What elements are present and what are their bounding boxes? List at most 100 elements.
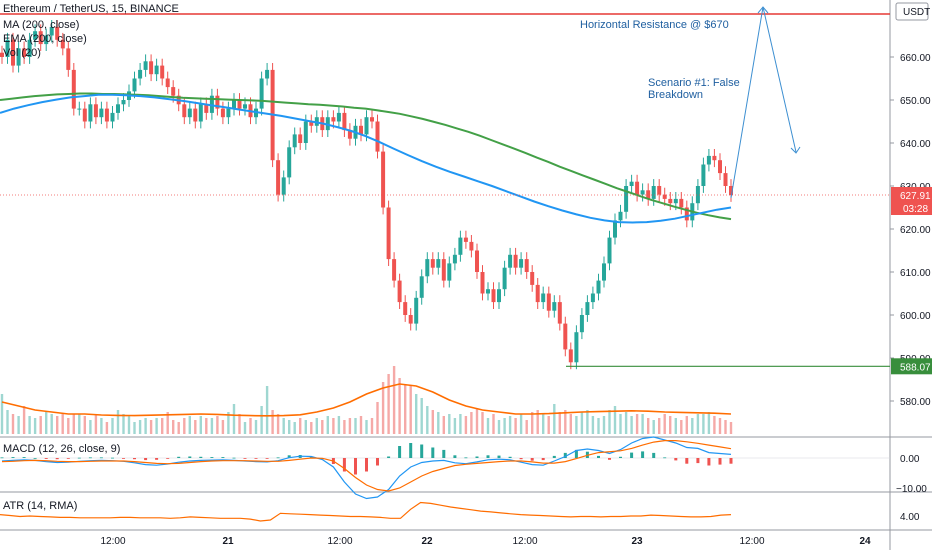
price-tick-label: 600.00 bbox=[900, 311, 931, 322]
macd-histogram-bar bbox=[354, 458, 357, 475]
candle-body bbox=[508, 254, 513, 268]
volume-bar bbox=[663, 414, 666, 434]
macd-histogram-bar bbox=[11, 457, 15, 458]
macd-histogram-bar bbox=[309, 456, 313, 458]
candle-body bbox=[497, 289, 501, 303]
volume-bar bbox=[453, 418, 457, 434]
volume-bar bbox=[724, 420, 727, 434]
candle-body bbox=[347, 130, 352, 139]
volume-bar bbox=[155, 418, 158, 434]
candle-body bbox=[679, 198, 684, 208]
volume-bar bbox=[392, 366, 396, 434]
candle-body bbox=[116, 104, 120, 113]
candle-body bbox=[303, 121, 308, 143]
macd-histogram-bar bbox=[398, 446, 402, 458]
macd-histogram-bar bbox=[376, 458, 379, 466]
scenario-annotation[interactable]: Breakdown bbox=[648, 89, 703, 101]
ma-legend[interactable]: MA (200, close) bbox=[3, 19, 80, 31]
macd-histogram-bar bbox=[111, 457, 114, 459]
price-tick-label: 660.00 bbox=[900, 53, 931, 64]
candle-body bbox=[359, 125, 363, 135]
candle-body bbox=[452, 254, 457, 264]
volume-bar bbox=[188, 416, 191, 434]
candle-body bbox=[71, 69, 76, 109]
macd-histogram-bar bbox=[55, 458, 59, 460]
volume-bar bbox=[33, 418, 37, 434]
candle-body bbox=[49, 26, 54, 36]
candle-body bbox=[403, 302, 408, 315]
projection-path[interactable] bbox=[730, 6, 797, 199]
volume-bar bbox=[442, 416, 445, 434]
volume-bar bbox=[238, 414, 241, 434]
candle-body bbox=[684, 207, 689, 221]
volume-bar bbox=[624, 412, 628, 434]
volume-bar bbox=[404, 384, 407, 434]
vol-legend[interactable]: Vol (20) bbox=[3, 47, 41, 59]
volume-bar bbox=[22, 406, 26, 434]
macd-legend[interactable]: MACD (12, 26, close, 9) bbox=[3, 443, 121, 455]
atr-legend[interactable]: ATR (14, RMA) bbox=[3, 500, 78, 512]
volume-bar bbox=[680, 420, 683, 434]
volume-bar bbox=[28, 416, 31, 434]
candle-body bbox=[596, 280, 601, 294]
candle-body bbox=[480, 272, 485, 294]
candle-body bbox=[27, 39, 32, 57]
volume-bar bbox=[613, 406, 617, 434]
candle-body bbox=[375, 121, 380, 152]
candle-body bbox=[706, 155, 711, 165]
volume-bar bbox=[547, 416, 550, 434]
candle-body bbox=[397, 280, 402, 303]
resistance-annotation[interactable]: Horizontal Resistance @ $670 bbox=[580, 19, 729, 31]
volume-bar bbox=[337, 416, 341, 434]
macd-histogram-bar bbox=[641, 451, 645, 458]
volume-bar bbox=[216, 416, 219, 434]
arrow-down-icon bbox=[790, 146, 801, 154]
volume-bar bbox=[343, 420, 346, 434]
macd-histogram-bar bbox=[188, 456, 192, 458]
volume-bar bbox=[321, 420, 324, 434]
currency-badge-box[interactable] bbox=[895, 2, 929, 21]
volume-bar bbox=[376, 402, 379, 434]
volume-bar bbox=[67, 418, 70, 434]
candle-body bbox=[281, 177, 286, 195]
volume-bar bbox=[387, 374, 390, 434]
volume-bar bbox=[271, 410, 274, 434]
time-tick-label: 22 bbox=[421, 536, 433, 547]
volume-bar bbox=[260, 406, 263, 434]
scenario-annotation[interactable]: Scenario #1: False bbox=[648, 77, 740, 89]
ma200-line bbox=[0, 92, 732, 221]
candle-body bbox=[220, 108, 225, 118]
candle-body bbox=[93, 104, 98, 118]
ema-legend[interactable]: EMA (200, close) bbox=[3, 33, 87, 45]
price-tick-label: 640.00 bbox=[900, 139, 931, 150]
volume-bar bbox=[72, 414, 75, 434]
volume-bar bbox=[691, 418, 694, 434]
macd-histogram-bar bbox=[387, 456, 391, 458]
macd-histogram-bar bbox=[630, 452, 634, 458]
price-tick-label: 610.00 bbox=[900, 268, 931, 279]
candle-body bbox=[370, 117, 374, 122]
candle-body bbox=[82, 108, 87, 122]
candle-body bbox=[701, 164, 706, 186]
volume-bar bbox=[575, 416, 578, 434]
currency-badge[interactable]: USDT bbox=[895, 2, 930, 21]
macd-histogram-bar bbox=[718, 458, 722, 465]
volume-bar bbox=[486, 418, 490, 434]
volume-bar bbox=[702, 414, 705, 434]
volume-bar bbox=[11, 414, 15, 434]
candle-body bbox=[530, 272, 535, 285]
volume-bar bbox=[652, 420, 655, 434]
time-tick-label: 21 bbox=[222, 536, 234, 547]
candle-body bbox=[292, 134, 297, 148]
time-tick-label: 23 bbox=[631, 536, 643, 547]
volume-bar bbox=[288, 420, 291, 434]
volume-bar bbox=[138, 420, 142, 434]
volume-bar bbox=[497, 420, 501, 434]
volume-bar bbox=[475, 408, 479, 434]
volume-bar bbox=[481, 412, 484, 434]
volume-bar bbox=[658, 418, 661, 434]
candle-body bbox=[425, 259, 430, 277]
volume-bar bbox=[227, 412, 230, 434]
macd-histogram-bar bbox=[608, 458, 611, 460]
